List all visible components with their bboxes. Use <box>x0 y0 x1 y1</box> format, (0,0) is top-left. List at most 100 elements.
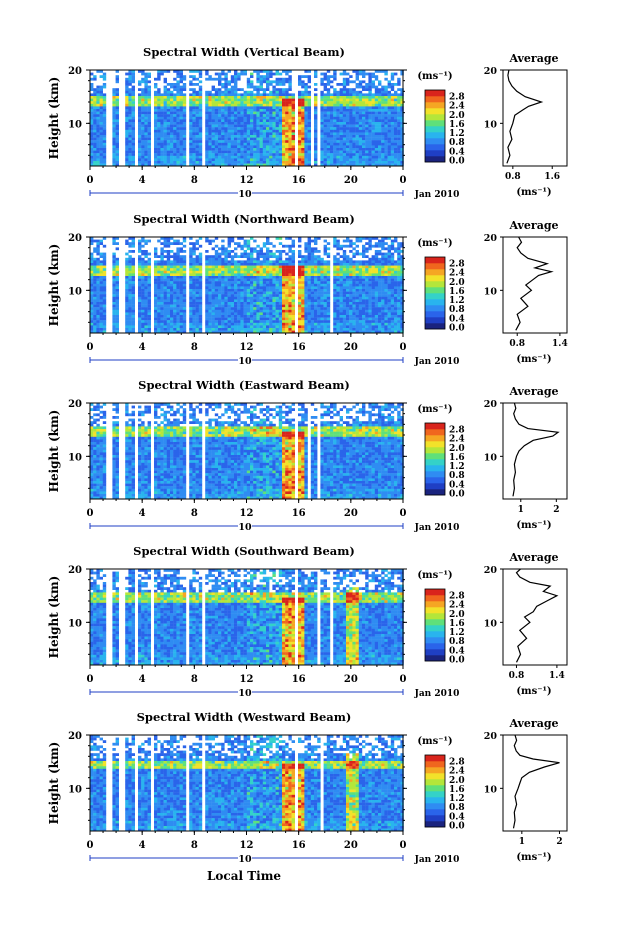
heatmap-cell <box>240 132 243 135</box>
heatmap-cell <box>132 307 135 310</box>
heatmap-cell <box>285 112 288 115</box>
heatmap-cell <box>160 101 163 104</box>
heatmap-cell <box>250 93 253 96</box>
heatmap-cell <box>285 93 288 96</box>
heatmap-cell <box>279 145 282 148</box>
heatmap-cell <box>128 320 131 323</box>
heatmap-cell <box>298 268 301 271</box>
heatmap-cell <box>288 83 291 86</box>
heatmap-cell <box>359 83 362 86</box>
heatmap-cell <box>180 78 183 81</box>
heatmap-cell <box>244 292 247 295</box>
heatmap-cell <box>237 292 240 295</box>
heatmap-cell <box>346 78 349 81</box>
heatmap-cell <box>160 127 163 130</box>
heatmap-cell <box>285 315 288 318</box>
heatmap-cell <box>276 117 279 120</box>
heatmap-cell <box>308 80 311 83</box>
heatmap-cell <box>183 83 186 86</box>
heatmap-cell <box>282 143 285 146</box>
heatmap-cell <box>301 153 304 156</box>
heatmap-cell <box>250 281 253 284</box>
heatmap-cell <box>141 158 144 161</box>
heatmap-cell <box>180 91 183 94</box>
heatmap-cell <box>128 99 131 102</box>
heatmap-cell <box>164 135 167 138</box>
heatmap-cell <box>224 86 227 89</box>
heatmap-cell <box>125 325 128 328</box>
heatmap-cell <box>157 161 160 164</box>
heatmap-cell <box>394 161 397 164</box>
heatmap-cell <box>346 117 349 120</box>
heatmap-cell <box>183 315 186 318</box>
heatmap-cell <box>199 307 202 310</box>
heatmap-cell <box>266 260 269 263</box>
heatmap-cell <box>292 286 295 289</box>
heatmap-cell <box>208 240 211 243</box>
heatmap-cell <box>173 242 176 245</box>
heatmap-cell <box>157 130 160 133</box>
heatmap-cell <box>327 75 330 78</box>
heatmap-cell <box>263 156 266 159</box>
heatmap-cell <box>154 318 157 321</box>
heatmap-cell <box>362 109 365 112</box>
heatmap-cell <box>170 268 173 271</box>
heatmap-cell <box>90 253 93 256</box>
heatmap-cell <box>292 127 295 130</box>
heatmap-cell <box>180 297 183 300</box>
heatmap-cell <box>196 281 199 284</box>
heatmap-cell <box>244 117 247 120</box>
heatmap-cell <box>208 325 211 328</box>
heatmap-cell <box>141 240 144 243</box>
heatmap-cell <box>308 114 311 117</box>
heatmap-cell <box>320 151 323 154</box>
heatmap-cell <box>372 148 375 151</box>
heatmap-cell <box>368 73 371 76</box>
heatmap-cell <box>196 106 199 109</box>
heatmap-cell <box>272 88 275 91</box>
heatmap-cell <box>112 127 115 130</box>
heatmap-cell <box>176 138 179 141</box>
heatmap-cell <box>93 132 96 135</box>
heatmap-cell <box>231 307 234 310</box>
heatmap-cell <box>266 271 269 274</box>
heatmap-cell <box>212 325 215 328</box>
heatmap-cell <box>125 127 128 130</box>
heatmap-cell <box>183 156 186 159</box>
colorbar-segment <box>425 102 445 108</box>
heatmap-cell <box>391 96 394 99</box>
heatmap-cell <box>304 281 307 284</box>
heatmap-cell <box>272 299 275 302</box>
heatmap-cell <box>349 143 352 146</box>
heatmap-cell <box>244 328 247 331</box>
x-tick-label: 8 <box>191 175 198 186</box>
heatmap-cell <box>148 325 151 328</box>
heatmap-cell <box>343 158 346 161</box>
heatmap-cell <box>298 109 301 112</box>
heatmap-cell <box>240 99 243 102</box>
heatmap-cell <box>148 148 151 151</box>
heatmap-cell <box>247 83 250 86</box>
heatmap-cell <box>381 143 384 146</box>
heatmap-cell <box>301 320 304 323</box>
heatmap-cell <box>208 145 211 148</box>
heatmap-cell <box>125 323 128 326</box>
colorbar-segment <box>425 126 445 132</box>
heatmap-cell <box>378 156 381 159</box>
heatmap-cell <box>263 112 266 115</box>
heatmap-cell <box>285 91 288 94</box>
heatmap-cell <box>221 266 224 269</box>
heatmap-cell <box>160 310 163 313</box>
heatmap-cell <box>247 132 250 135</box>
heatmap-cell <box>272 132 275 135</box>
heatmap-cell <box>112 258 115 261</box>
heatmap-cell <box>263 320 266 323</box>
heatmap-cell <box>359 86 362 89</box>
heatmap-cell <box>368 93 371 96</box>
heatmap-cell <box>224 114 227 117</box>
heatmap-cell <box>359 106 362 109</box>
heatmap-cell <box>304 138 307 141</box>
heatmap-cell <box>304 263 307 266</box>
heatmap-cell <box>170 242 173 245</box>
heatmap-cell <box>304 260 307 263</box>
